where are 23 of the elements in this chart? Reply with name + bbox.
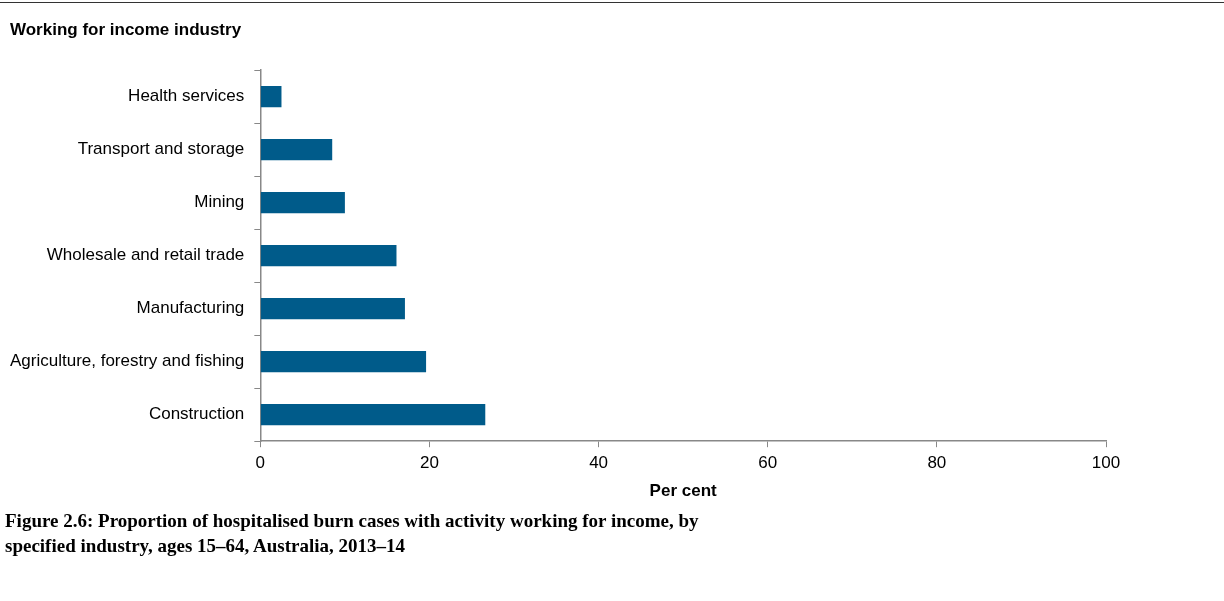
x-tick-label: 80 — [927, 453, 947, 473]
y-tick-label: Health services — [128, 86, 245, 106]
y-tick-label: Mining — [194, 192, 245, 212]
bar — [260, 298, 405, 320]
x-tick-label: 40 — [589, 453, 609, 473]
x-tick-label: 60 — [758, 453, 778, 473]
bar — [260, 404, 486, 426]
y-tick-label: Transport and storage — [77, 139, 245, 159]
bar — [260, 351, 427, 373]
bar — [260, 86, 282, 108]
y-tick-label: Manufacturing — [136, 298, 245, 318]
text: Figure 2.6: Proportion of hospitalised burn cases with activity working for income, by specified industry, ages 15–64, Australia, 2013–14 — [5, 509, 700, 558]
bar — [260, 139, 333, 161]
x-tick-label: 20 — [420, 453, 439, 473]
y-tick-label: Agriculture, forestry and fishing — [9, 351, 245, 371]
x-tick-label: 100 — [1091, 453, 1121, 473]
y-tick-label: Construction — [148, 404, 245, 424]
bar — [260, 192, 345, 214]
y-tick-label: Wholesale and retail trade — [46, 245, 245, 265]
y-axis-title: Working for income industry — [10, 20, 242, 40]
x-tick-label: 0 — [255, 453, 266, 473]
x-axis-title: Per cent — [649, 481, 718, 501]
bar — [260, 245, 397, 267]
